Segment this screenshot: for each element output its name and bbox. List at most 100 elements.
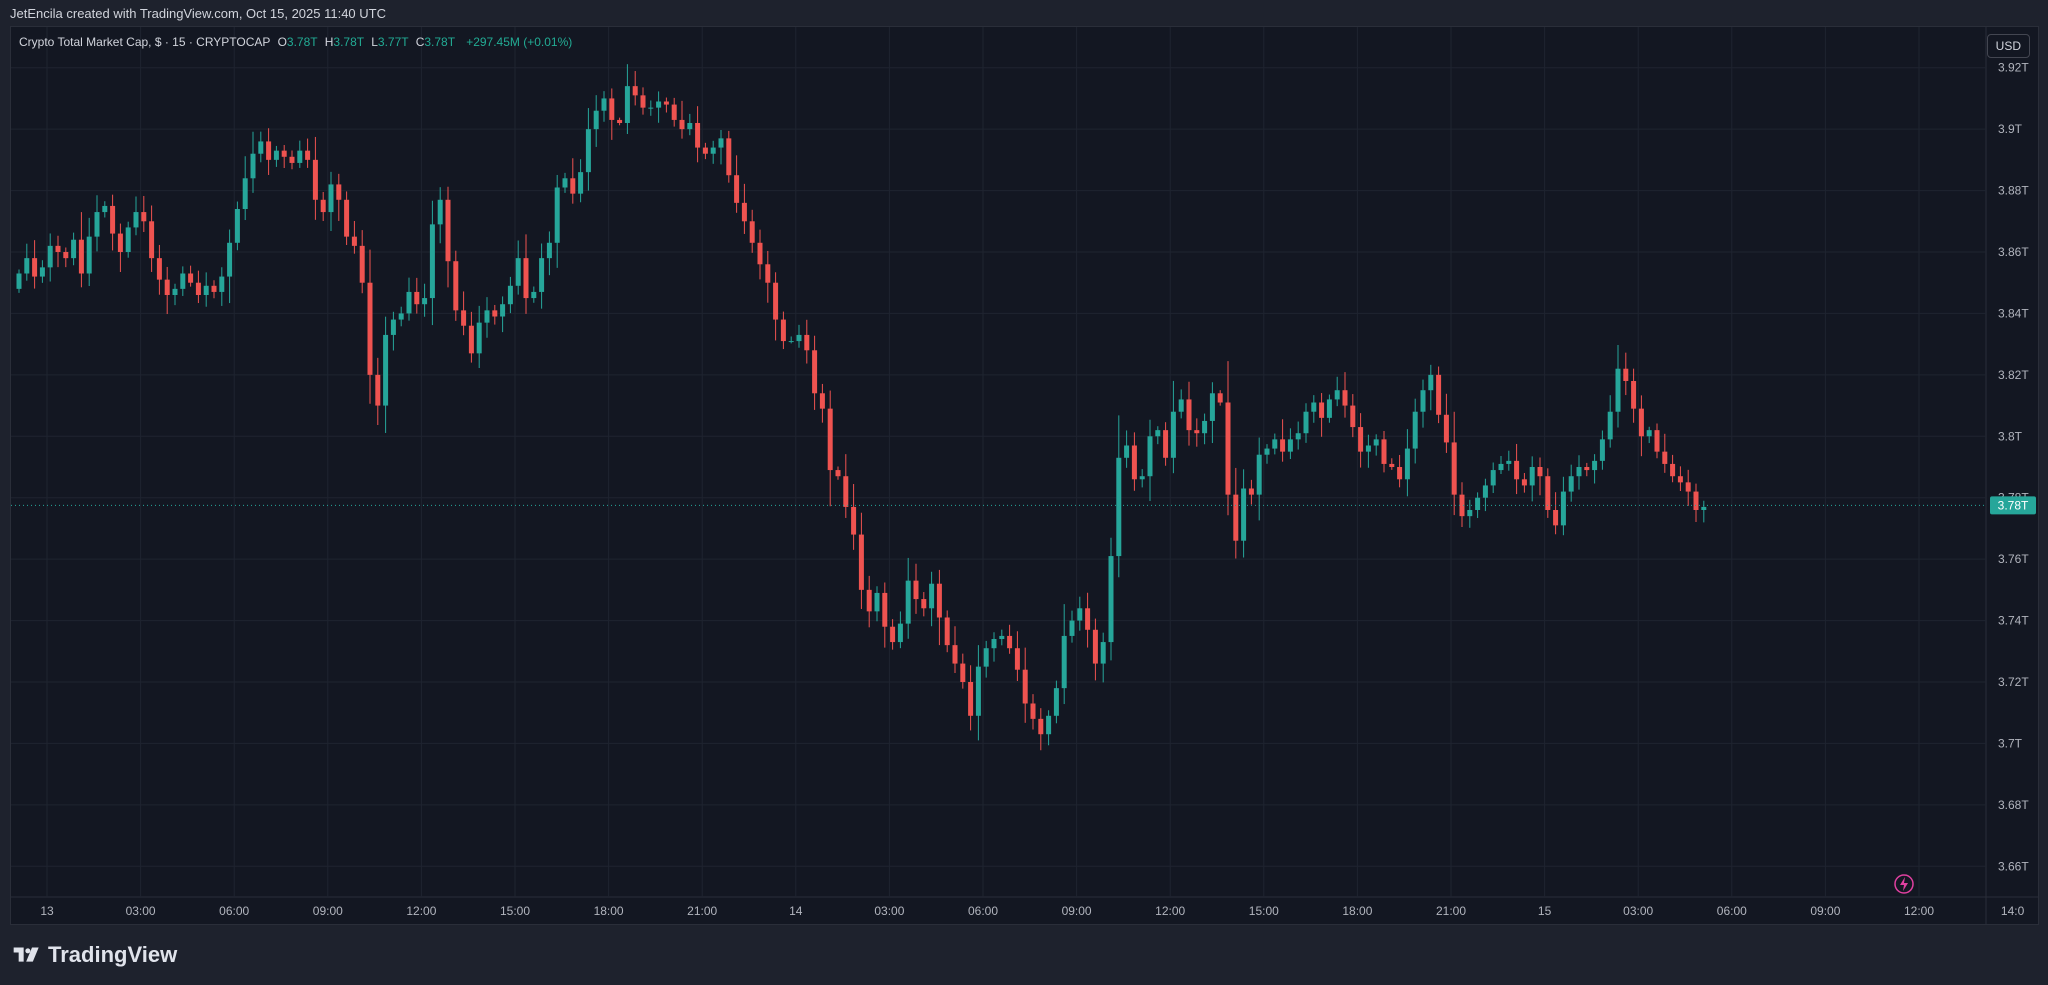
candle-body [164,279,170,295]
candle-body [1319,402,1325,418]
flash-icon[interactable] [1893,873,1915,895]
candle-body [624,86,630,123]
candle-body [936,583,942,618]
candle-body [905,580,911,624]
candle-body [968,682,974,716]
candle-body [1381,439,1387,464]
candle-body [609,98,615,120]
price-tick-label: 3.76T [1998,552,2029,566]
candle-body [1459,494,1465,517]
candle-body [78,239,84,274]
candle-body [921,599,927,609]
candle-body [344,199,350,237]
candle-body [1451,442,1457,495]
time-tick-label: 21:00 [1436,904,1466,918]
candle-body [1116,457,1122,557]
candle-body [188,273,194,283]
candle-body [1514,460,1520,480]
time-tick-label: 12:00 [1904,904,1934,918]
candle-body [578,172,584,194]
legend-high-label: H [324,35,334,49]
time-tick-label: 13 [40,904,54,918]
candle-body [149,221,155,259]
candle-body [94,212,100,237]
brand[interactable]: TradingView [12,942,177,968]
candle-body [55,245,61,252]
candle-body [1272,439,1278,449]
candle-body [1428,374,1434,391]
candle-body [398,313,404,320]
candle-body [1412,411,1418,449]
candle-body [1607,411,1613,440]
candle-body [500,304,506,317]
time-tick-label: 18:00 [1342,904,1372,918]
price-tick-label: 3.86T [1998,245,2029,259]
price-tick-label: 3.88T [1998,184,2029,198]
candle-body [1108,556,1114,643]
candle-body [546,242,552,259]
candle-body [1217,393,1223,403]
candle-body [539,258,545,292]
price-tick-label: 3.68T [1998,798,2029,812]
candle-body [1404,448,1410,480]
candle-body [320,199,326,213]
candle-body [1646,430,1652,437]
candle-body [632,86,638,96]
chart-caption: JetEncila created with TradingView.com, … [10,6,386,21]
candle-body [351,236,357,246]
candle-body [1498,463,1504,471]
candle-body [1061,635,1067,689]
candle-body [562,178,568,188]
candle-body [1334,390,1340,400]
candle-body [476,322,482,354]
candle-body [507,285,513,305]
candle-body [289,156,295,163]
candle-body [858,534,864,590]
time-tick-label: 15 [1538,904,1552,918]
candle-body [414,291,420,305]
candle-body [1186,399,1192,431]
candle-body [1592,460,1598,471]
candle-body [991,639,997,649]
candle-body [195,282,201,295]
legend-change: +297.45M (+0.01%) [466,35,573,49]
price-tick-label: 3.66T [1998,859,2029,873]
candle-body [593,110,599,130]
candle-body [734,175,740,203]
last-price-badge [1990,496,2036,515]
candle-body [492,310,498,317]
time-tick-label: 14:0 [2001,904,2025,918]
candlestick-chart[interactable]: 3.66T 3.68T 3.7T 3.72T 3.74T 3.76T 3.78T 3.8T 3.… [11,27,2038,924]
candle-body [1163,430,1169,458]
candle-body [983,648,989,667]
candle-body [71,239,77,259]
candle-body [211,285,217,292]
candle-body [1046,715,1052,735]
candle-body [1436,374,1442,415]
candle-body [1631,381,1637,409]
candle-body [1638,408,1644,437]
legend-close-value: 3.78T [424,35,455,49]
brand-name: TradingView [48,942,178,967]
candle-body [851,506,857,535]
price-tick-label: 3.8T [1998,429,2023,443]
tradingview-logo [13,947,39,962]
candle-body [219,276,225,292]
candle-body [250,153,256,179]
candle-body [718,138,724,148]
candle-body [944,617,950,646]
candle-body [1560,491,1566,526]
symbol-title[interactable]: Crypto Total Market Cap, $ · 15 · CRYPTO… [19,35,271,49]
candle-body [1677,476,1683,483]
candle-body [679,119,685,130]
currency-button[interactable]: USD [1986,34,2030,58]
candle-body [812,350,818,394]
chart-area[interactable]: 3.66T 3.68T 3.7T 3.72T 3.74T 3.76T 3.78T 3.8T 3.… [10,26,2039,925]
candle-body [695,123,701,148]
candle-body [1007,635,1013,649]
candle-body [429,224,435,299]
candle-body [1209,393,1215,421]
candle-body [866,589,872,612]
candle-body [110,205,116,234]
candle-body [1475,497,1481,510]
